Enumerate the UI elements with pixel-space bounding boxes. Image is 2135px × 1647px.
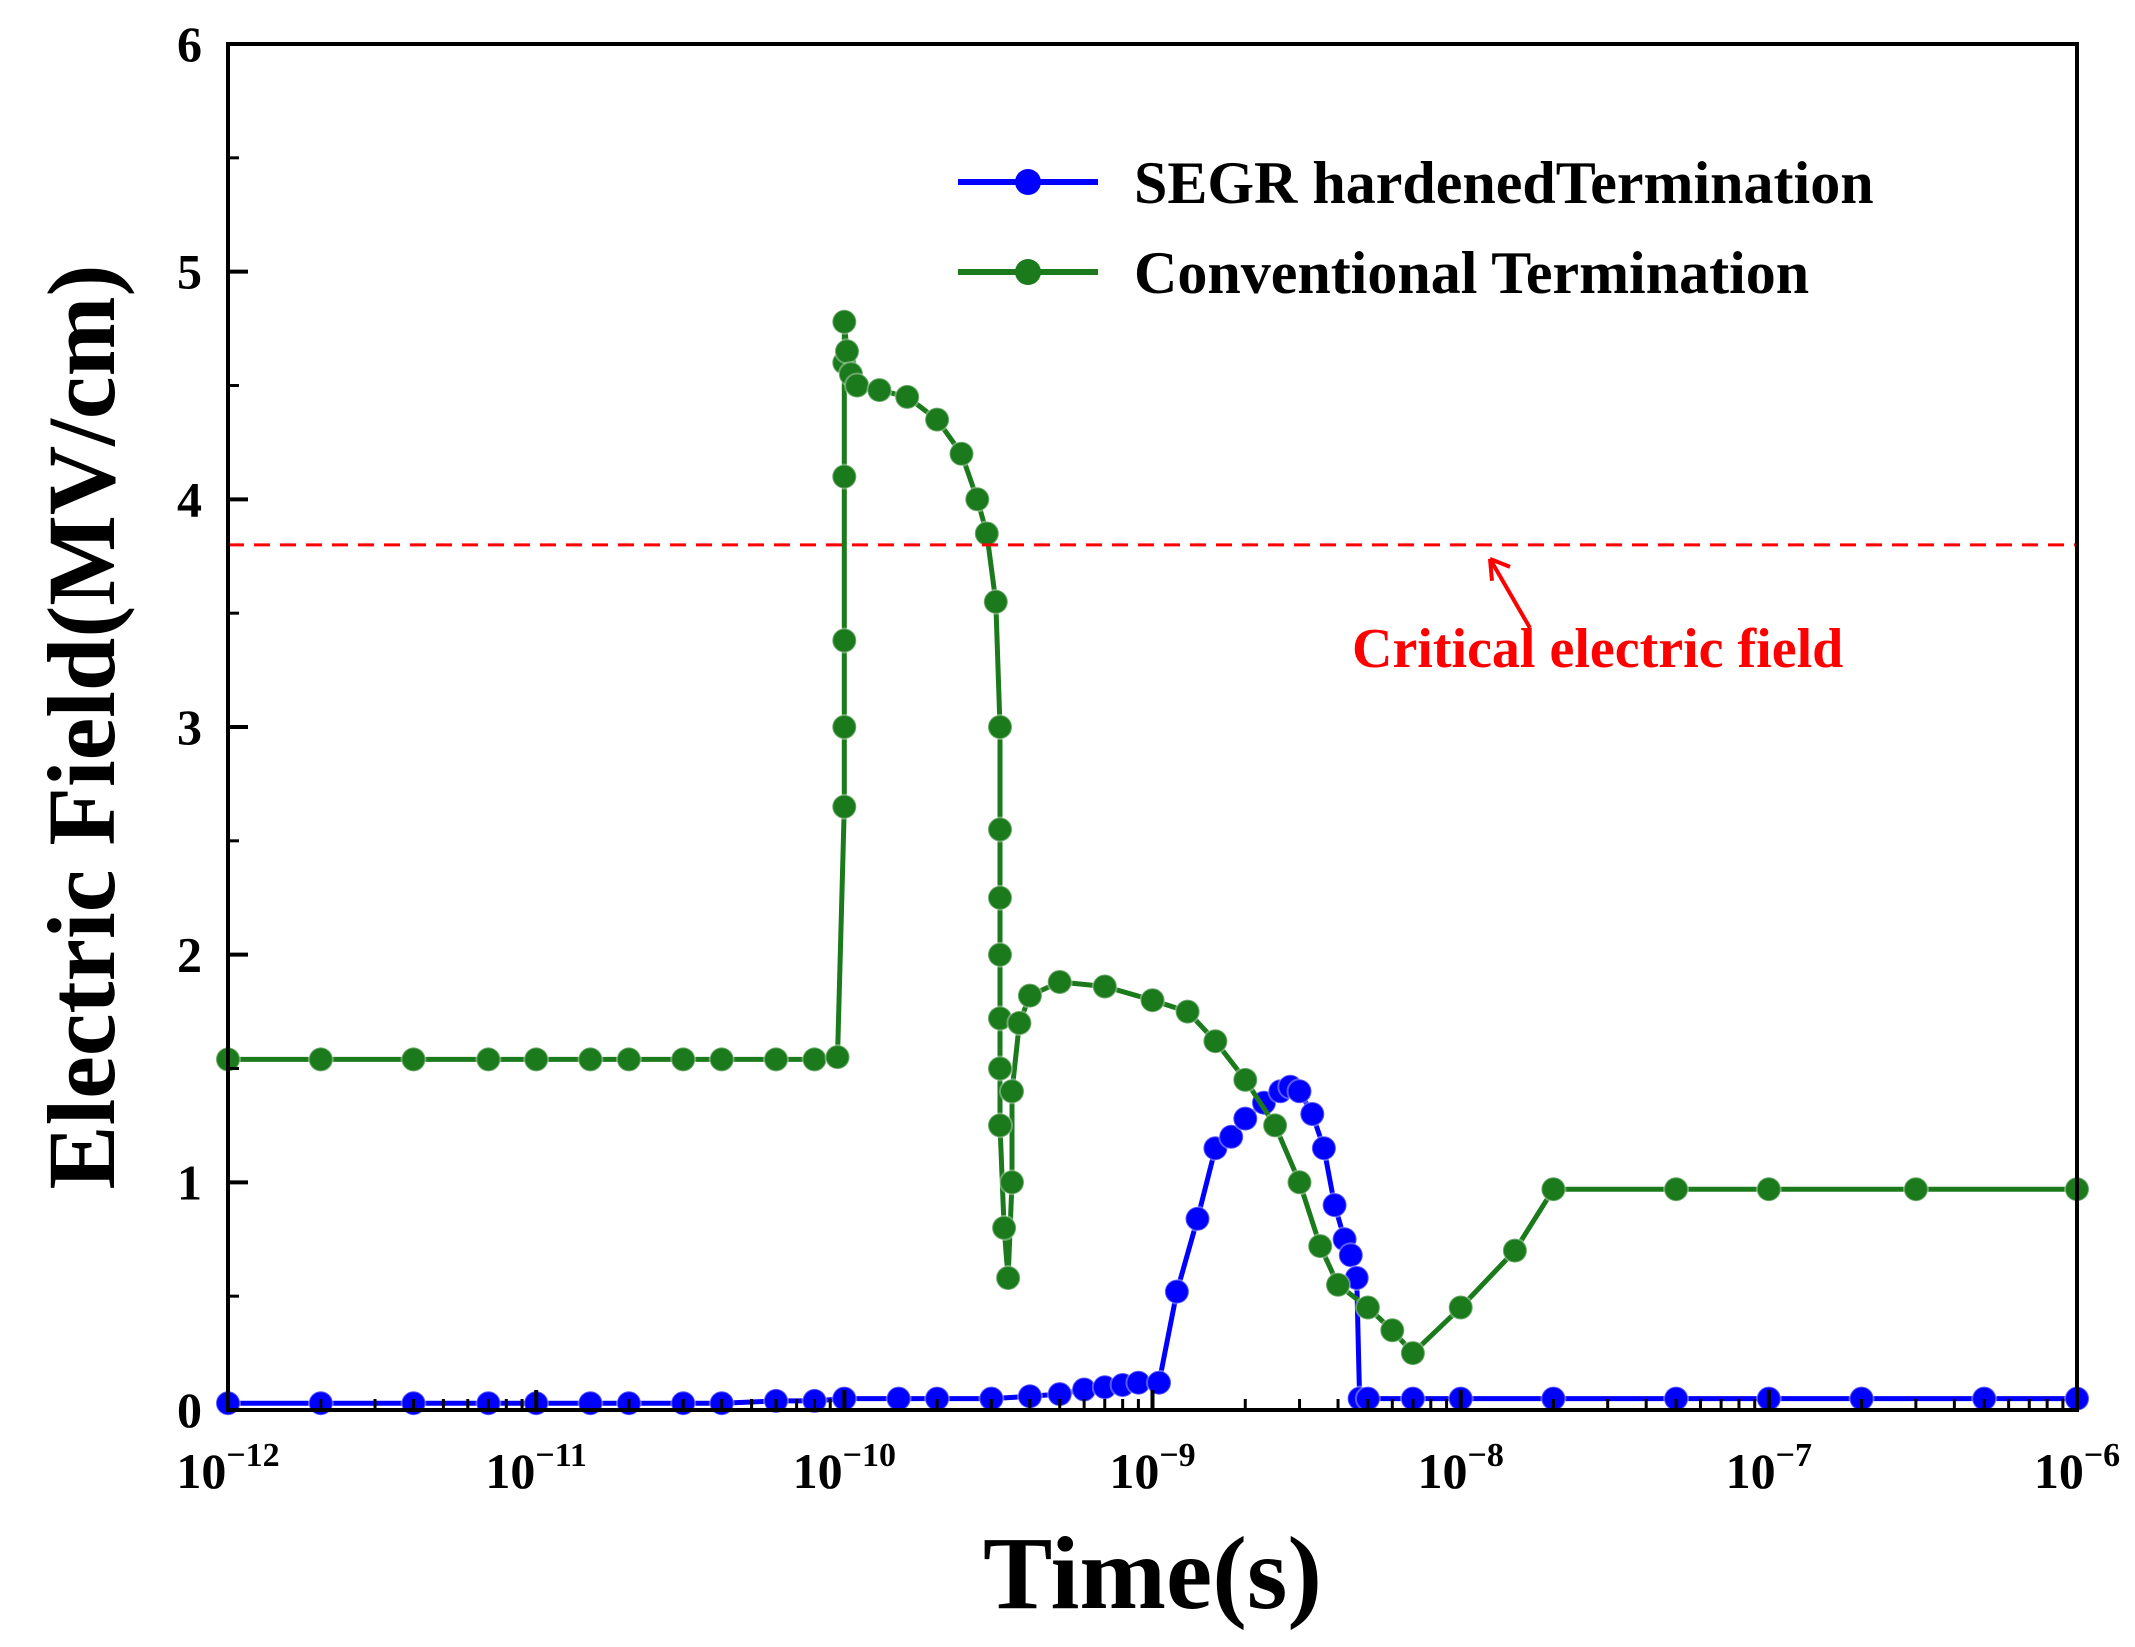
series-point-1 bbox=[987, 1055, 1013, 1082]
series-point-1 bbox=[1174, 998, 1201, 1025]
critical-field-arrow bbox=[1488, 557, 1532, 630]
series-point-1 bbox=[831, 714, 858, 740]
series-point-0 bbox=[1232, 1105, 1259, 1132]
x-tick-label: 10−11 bbox=[485, 1437, 587, 1499]
legend-marker bbox=[1015, 169, 1041, 195]
series-point-1 bbox=[801, 1046, 828, 1073]
series-point-1 bbox=[1902, 1176, 1929, 1203]
series-point-1 bbox=[615, 1046, 642, 1073]
series-point-1 bbox=[831, 627, 858, 654]
y-axis-title: Electric Field(MV/cm) bbox=[28, 265, 135, 1190]
series-point-1 bbox=[866, 377, 893, 404]
series-point-1 bbox=[1232, 1066, 1259, 1093]
series-point-0 bbox=[1337, 1242, 1364, 1269]
series-point-1 bbox=[1006, 1010, 1033, 1036]
series-point-1 bbox=[964, 486, 991, 513]
series-point-1 bbox=[995, 1265, 1022, 1291]
series-point-0 bbox=[1163, 1278, 1190, 1305]
series-point-0 bbox=[1299, 1101, 1326, 1127]
x-tick-label: 10−9 bbox=[1109, 1437, 1195, 1499]
series-point-1 bbox=[1016, 982, 1043, 1009]
x-tick-label: 10−6 bbox=[2034, 1437, 2120, 1499]
series-point-1 bbox=[1501, 1237, 1528, 1264]
series-point-0 bbox=[1321, 1192, 1348, 1219]
series-point-1 bbox=[577, 1046, 604, 1073]
y-tick-label: 1 bbox=[177, 1154, 202, 1210]
series-point-1 bbox=[987, 816, 1013, 843]
critical-field-label: Critical electric field bbox=[1352, 618, 1843, 680]
series-point-1 bbox=[475, 1046, 502, 1073]
series-point-1 bbox=[844, 372, 871, 399]
series-point-1 bbox=[1139, 987, 1166, 1014]
series-point-1 bbox=[987, 884, 1013, 911]
series-point-1 bbox=[1663, 1176, 1690, 1203]
series-point-1 bbox=[1046, 969, 1073, 995]
series-point-1 bbox=[982, 588, 1009, 615]
series-point-1 bbox=[834, 338, 860, 365]
series-point-1 bbox=[307, 1046, 334, 1073]
series-point-1 bbox=[973, 520, 1000, 547]
series-point-0 bbox=[1184, 1205, 1211, 1232]
legend: SEGR hardenedTermination Conventional Ter… bbox=[958, 150, 1874, 306]
series-point-1 bbox=[400, 1046, 427, 1073]
series-point-1 bbox=[1091, 973, 1118, 1000]
series-point-1 bbox=[1379, 1317, 1406, 1344]
y-tick-label: 0 bbox=[177, 1382, 202, 1438]
series-line-0 bbox=[228, 1084, 2077, 1406]
series-layer bbox=[215, 308, 2090, 1417]
series-point-1 bbox=[894, 383, 921, 410]
plot-area bbox=[215, 308, 2090, 1417]
series-point-1 bbox=[987, 1112, 1013, 1139]
series-point-0 bbox=[1218, 1123, 1245, 1150]
x-axis-title: Time(s) bbox=[983, 1516, 1322, 1631]
series-point-1 bbox=[1399, 1340, 1426, 1367]
series-point-1 bbox=[991, 1214, 1018, 1241]
y-tick-label: 3 bbox=[177, 699, 202, 755]
series-point-0 bbox=[1286, 1078, 1313, 1105]
series-point-0 bbox=[1146, 1369, 1172, 1396]
series-point-0 bbox=[885, 1385, 912, 1412]
axis-ticks: 0 1 2 3 4 5 6 10−12 10−11 10−10 10−9 10−8 10−7 10−6 bbox=[176, 16, 2120, 1499]
series-point-1 bbox=[1307, 1233, 1334, 1260]
series-point-1 bbox=[999, 1078, 1025, 1105]
y-tick-label: 5 bbox=[177, 244, 202, 300]
x-tick-label: 10−10 bbox=[793, 1437, 896, 1499]
series-point-1 bbox=[1262, 1112, 1289, 1139]
legend-label: SEGR hardenedTermination bbox=[1134, 150, 1874, 216]
series-point-1 bbox=[831, 463, 858, 490]
series-point-1 bbox=[1325, 1271, 1351, 1298]
series-point-1 bbox=[987, 941, 1013, 968]
x-tick-label: 10−7 bbox=[1726, 1437, 1812, 1499]
series-line-1 bbox=[228, 319, 2077, 1356]
y-tick-label: 2 bbox=[177, 927, 202, 983]
series-point-1 bbox=[708, 1046, 735, 1073]
legend-marker bbox=[1015, 259, 1041, 285]
series-point-1 bbox=[1540, 1176, 1567, 1203]
series-point-1 bbox=[670, 1046, 697, 1073]
x-tick-label: 10−12 bbox=[176, 1437, 279, 1499]
series-point-1 bbox=[1202, 1028, 1229, 1055]
series-point-1 bbox=[1755, 1176, 1782, 1203]
series-point-1 bbox=[523, 1046, 550, 1073]
series-point-1 bbox=[999, 1169, 1025, 1196]
x-tick-label: 10−8 bbox=[1417, 1437, 1503, 1499]
y-tick-label: 6 bbox=[177, 16, 202, 72]
series-point-1 bbox=[1447, 1294, 1474, 1321]
series-point-1 bbox=[763, 1046, 789, 1073]
series-point-1 bbox=[824, 1044, 851, 1071]
series-point-1 bbox=[948, 440, 975, 467]
legend-label: Conventional Termination bbox=[1134, 240, 1809, 306]
y-tick-label: 4 bbox=[177, 471, 202, 527]
series-point-0 bbox=[1310, 1135, 1337, 1162]
series-point-1 bbox=[1286, 1169, 1313, 1196]
series-point-1 bbox=[831, 308, 858, 335]
series-point-1 bbox=[831, 793, 858, 820]
series-point-1 bbox=[987, 714, 1013, 740]
series-point-1 bbox=[924, 406, 951, 433]
series-point-1 bbox=[1354, 1294, 1381, 1321]
